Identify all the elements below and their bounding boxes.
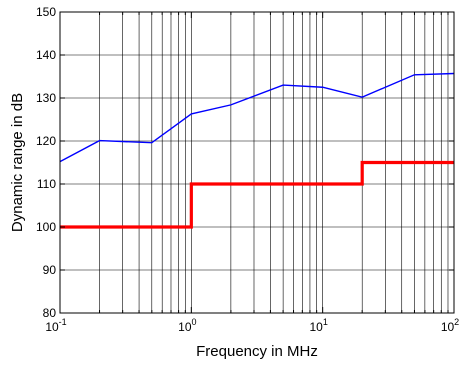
x-tick-label: 101 [309,317,327,334]
plot-frame [59,11,455,314]
series-line-1 [59,72,455,163]
y-tick-label: 130 [36,91,56,105]
x-tick-label: 102 [441,317,459,334]
y-tick-label: 80 [43,306,57,320]
series-line-2 [60,160,454,229]
tick-labels: 80 90 100 110 120 130 140 150 10-1 100 101 102 [36,5,459,334]
y-tick-label: 120 [36,134,56,148]
tick-marks [59,11,454,314]
y-tick-label: 110 [37,177,56,191]
y-axis-title: Dynamic range in dB [9,93,26,232]
y-tick-label: 150 [36,5,56,19]
x-tick-label: 100 [178,317,196,334]
x-axis-title: Frequency in MHz [196,343,318,360]
series-layer [59,72,455,229]
x-tick-label: 10-1 [45,317,66,334]
y-tick-label: 140 [36,48,56,62]
y-tick-label: 100 [36,220,56,234]
y-tick-label: 90 [43,263,57,277]
